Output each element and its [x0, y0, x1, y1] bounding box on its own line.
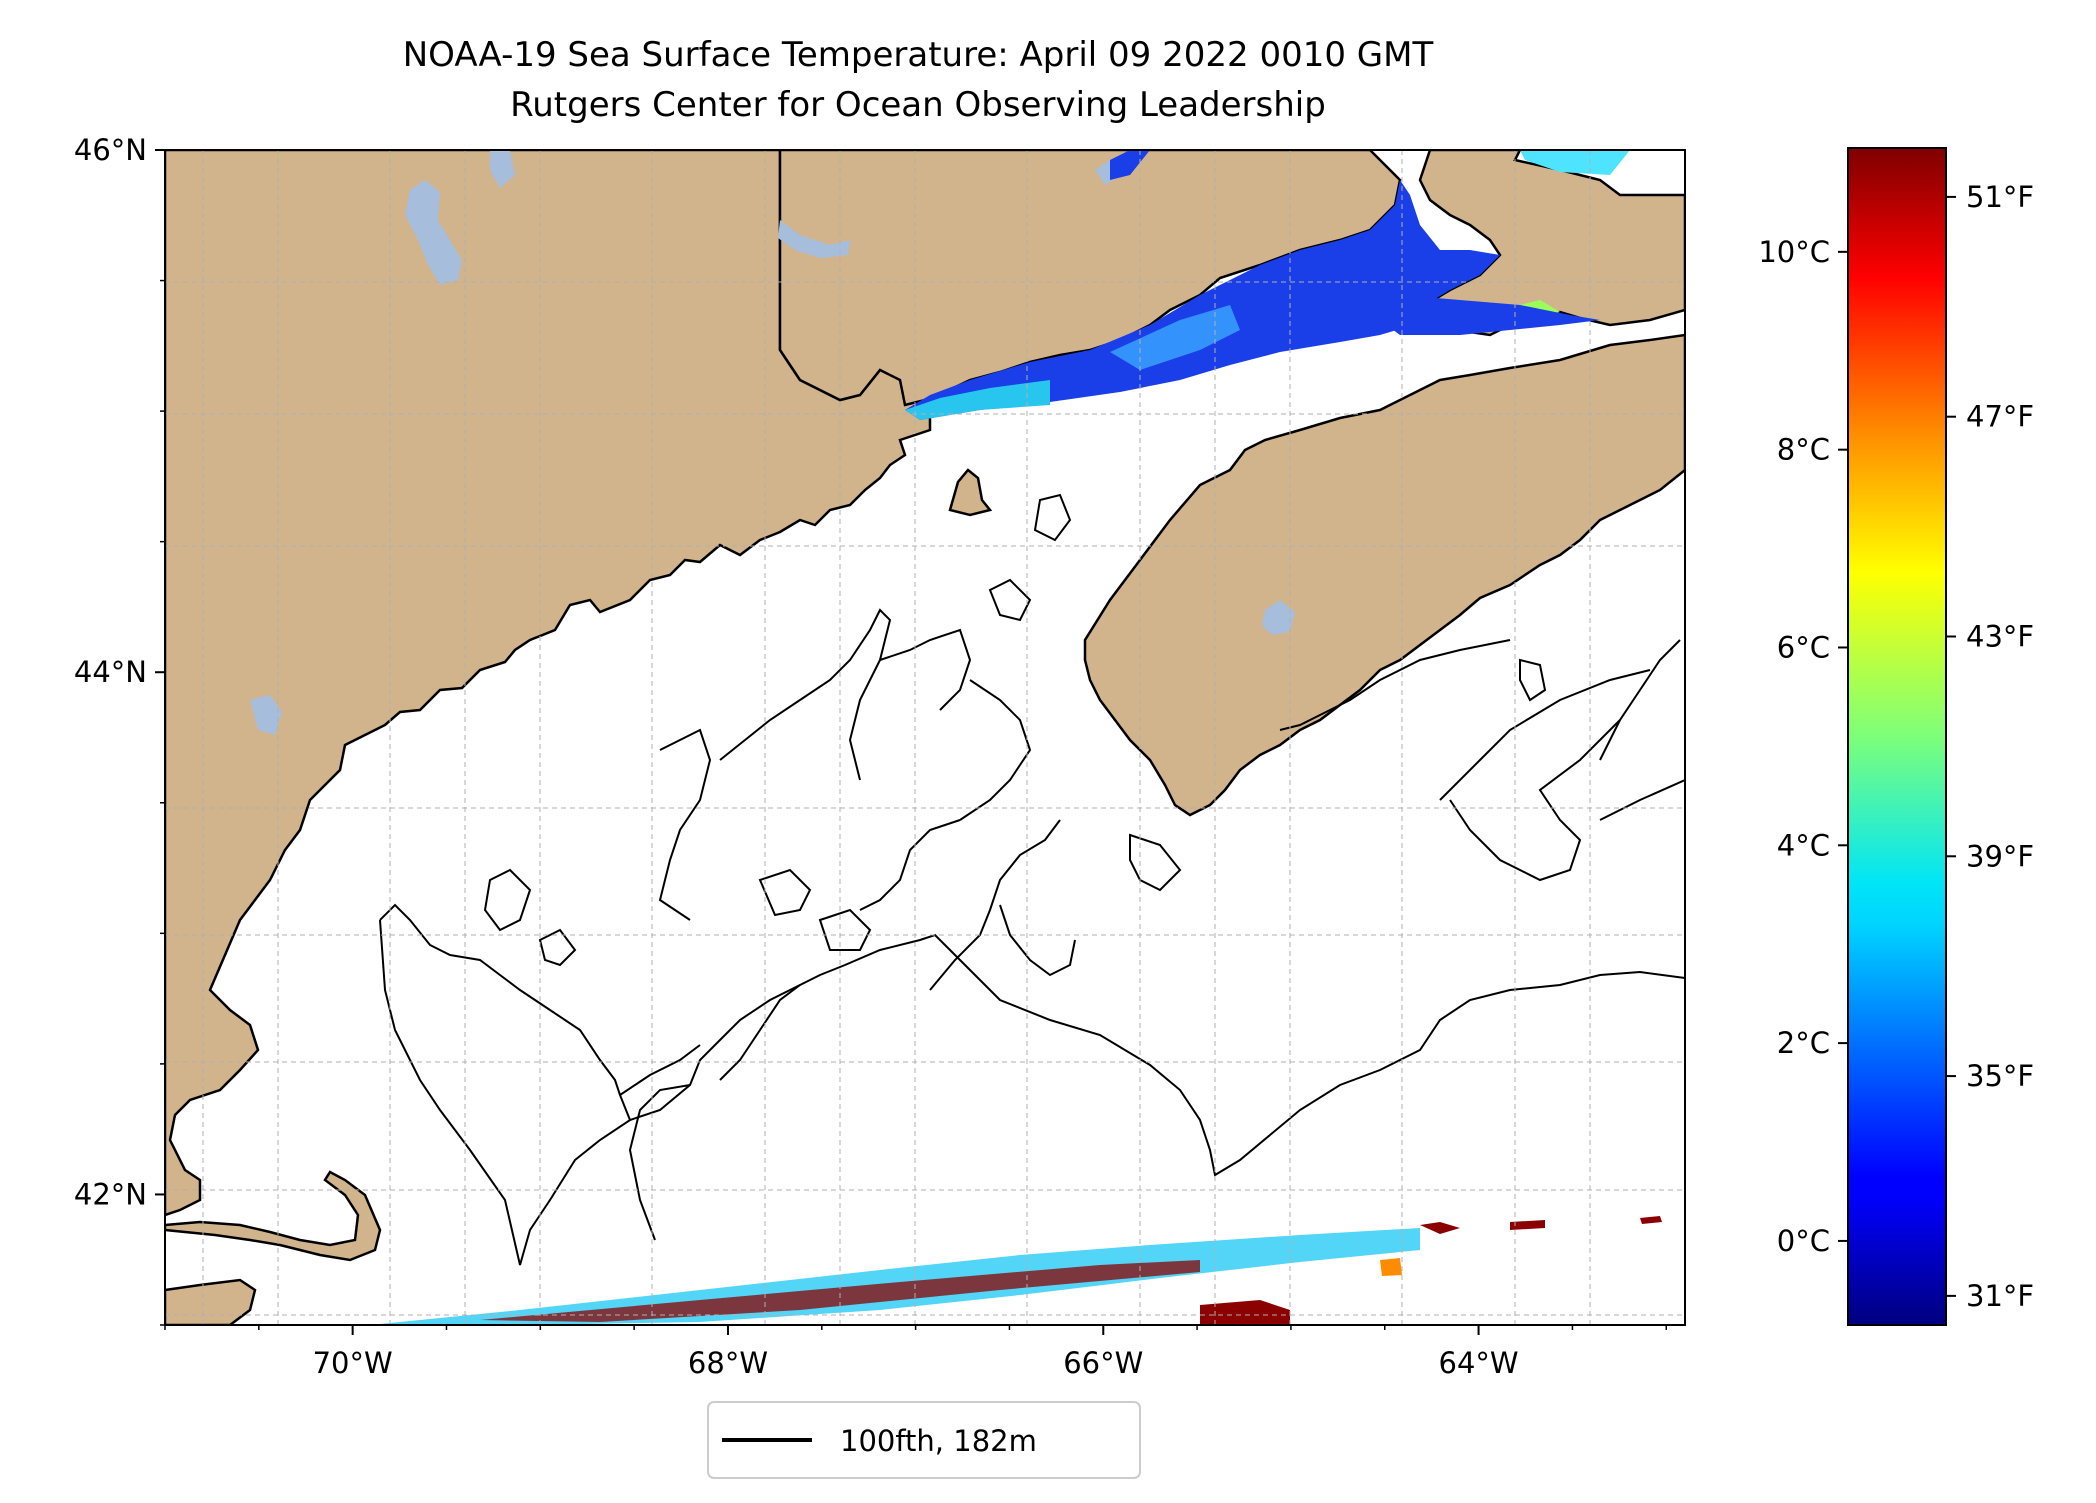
- colorbar-fahrenheit-axis: 31°F 35°F 39°F 43°F 47°F 51°F: [1946, 180, 2034, 1313]
- sst-southern-red-patch: [1200, 1300, 1290, 1325]
- lon-tick-label: 66°W: [1063, 1346, 1143, 1380]
- legend-label: 100fth, 182m: [840, 1424, 1037, 1458]
- land-grand-manan: [948, 468, 993, 517]
- lon-tick-label: 64°W: [1439, 1346, 1519, 1380]
- land-nova-scotia: [1083, 333, 1685, 817]
- lake-maine-west: [250, 695, 282, 735]
- lake-nova-scotia: [1262, 600, 1295, 635]
- sst-southern-warm: [480, 1260, 1200, 1322]
- colorbar: 0°C 2°C 4°C 6°C 8°C 10°C 31°F 35°F 39°F 43°F 47°F…: [1758, 147, 2034, 1326]
- celsius-tick-label: 8°C: [1777, 433, 1830, 467]
- celsius-tick-label: 0°C: [1777, 1224, 1830, 1258]
- sst-southern-patch-2: [1420, 1222, 1460, 1234]
- lake-nb: [778, 220, 850, 258]
- sst-southern-patch-4: [1640, 1216, 1662, 1224]
- lat-tick-label: 42°N: [74, 1177, 147, 1211]
- longitude-axis: 70°W 68°W 66°W 64°W: [164, 1325, 1667, 1380]
- sst-north-strip: [1110, 150, 1150, 180]
- fahrenheit-tick-label: 47°F: [1966, 400, 2034, 434]
- fahrenheit-tick-label: 51°F: [1966, 180, 2034, 214]
- colorbar-celsius-axis: 0°C 2°C 4°C 6°C 8°C 10°C: [1758, 235, 1848, 1258]
- legend-box: [707, 1401, 1141, 1479]
- map-frame: [164, 149, 1686, 1326]
- lake-upper: [490, 150, 515, 188]
- lon-tick-label: 68°W: [688, 1346, 768, 1380]
- sst-fundy-cyan-patch: [1110, 305, 1240, 370]
- land-south-coast: [165, 1278, 257, 1325]
- sst-fundy-warm-patch: [905, 380, 1050, 420]
- sst-southern-patch-5: [1380, 1258, 1402, 1276]
- celsius-tick-label: 2°C: [1777, 1026, 1830, 1060]
- sst-bay-of-fundy: [905, 180, 1500, 420]
- sst-southern-swath: [370, 1228, 1420, 1325]
- fahrenheit-tick-label: 31°F: [1966, 1279, 2034, 1313]
- lat-tick-label: 44°N: [74, 655, 147, 689]
- fahrenheit-tick-label: 39°F: [1966, 839, 2034, 873]
- chart-title: NOAA-19 Sea Surface Temperature: April 0…: [403, 35, 1434, 75]
- celsius-tick-label: 6°C: [1777, 630, 1830, 664]
- land-cape-cod: [165, 1170, 382, 1262]
- chart-subtitle: Rutgers Center for Ocean Observing Leade…: [510, 85, 1326, 125]
- colorbar-frame: [1847, 147, 1947, 1326]
- map-gridlines: [165, 150, 1685, 1325]
- map-panel: 70°W 68°W 66°W 64°W 46°N 44°N 42°N: [74, 133, 1686, 1380]
- latitude-axis: 46°N 44°N 42°N: [74, 133, 165, 1326]
- fahrenheit-tick-label: 43°F: [1966, 619, 2034, 653]
- land-new-england: [165, 150, 932, 1217]
- legend: 100fth, 182m: [707, 1401, 1141, 1479]
- land-gaspe-pei: [1407, 150, 1685, 337]
- celsius-tick-label: 10°C: [1758, 235, 1830, 269]
- sst-minas-basin: [1360, 295, 1600, 335]
- isobath-100fth: [379, 493, 1685, 1266]
- sst-southern-patch-3: [1510, 1220, 1545, 1230]
- fahrenheit-tick-label: 35°F: [1966, 1059, 2034, 1093]
- lon-tick-label: 70°W: [313, 1346, 393, 1380]
- lake-moosehead: [405, 180, 462, 285]
- colorbar-gradient: [1848, 148, 1946, 1325]
- sst-gulf-top: [1520, 150, 1630, 175]
- celsius-tick-label: 4°C: [1777, 828, 1830, 862]
- lat-tick-label: 46°N: [74, 133, 147, 167]
